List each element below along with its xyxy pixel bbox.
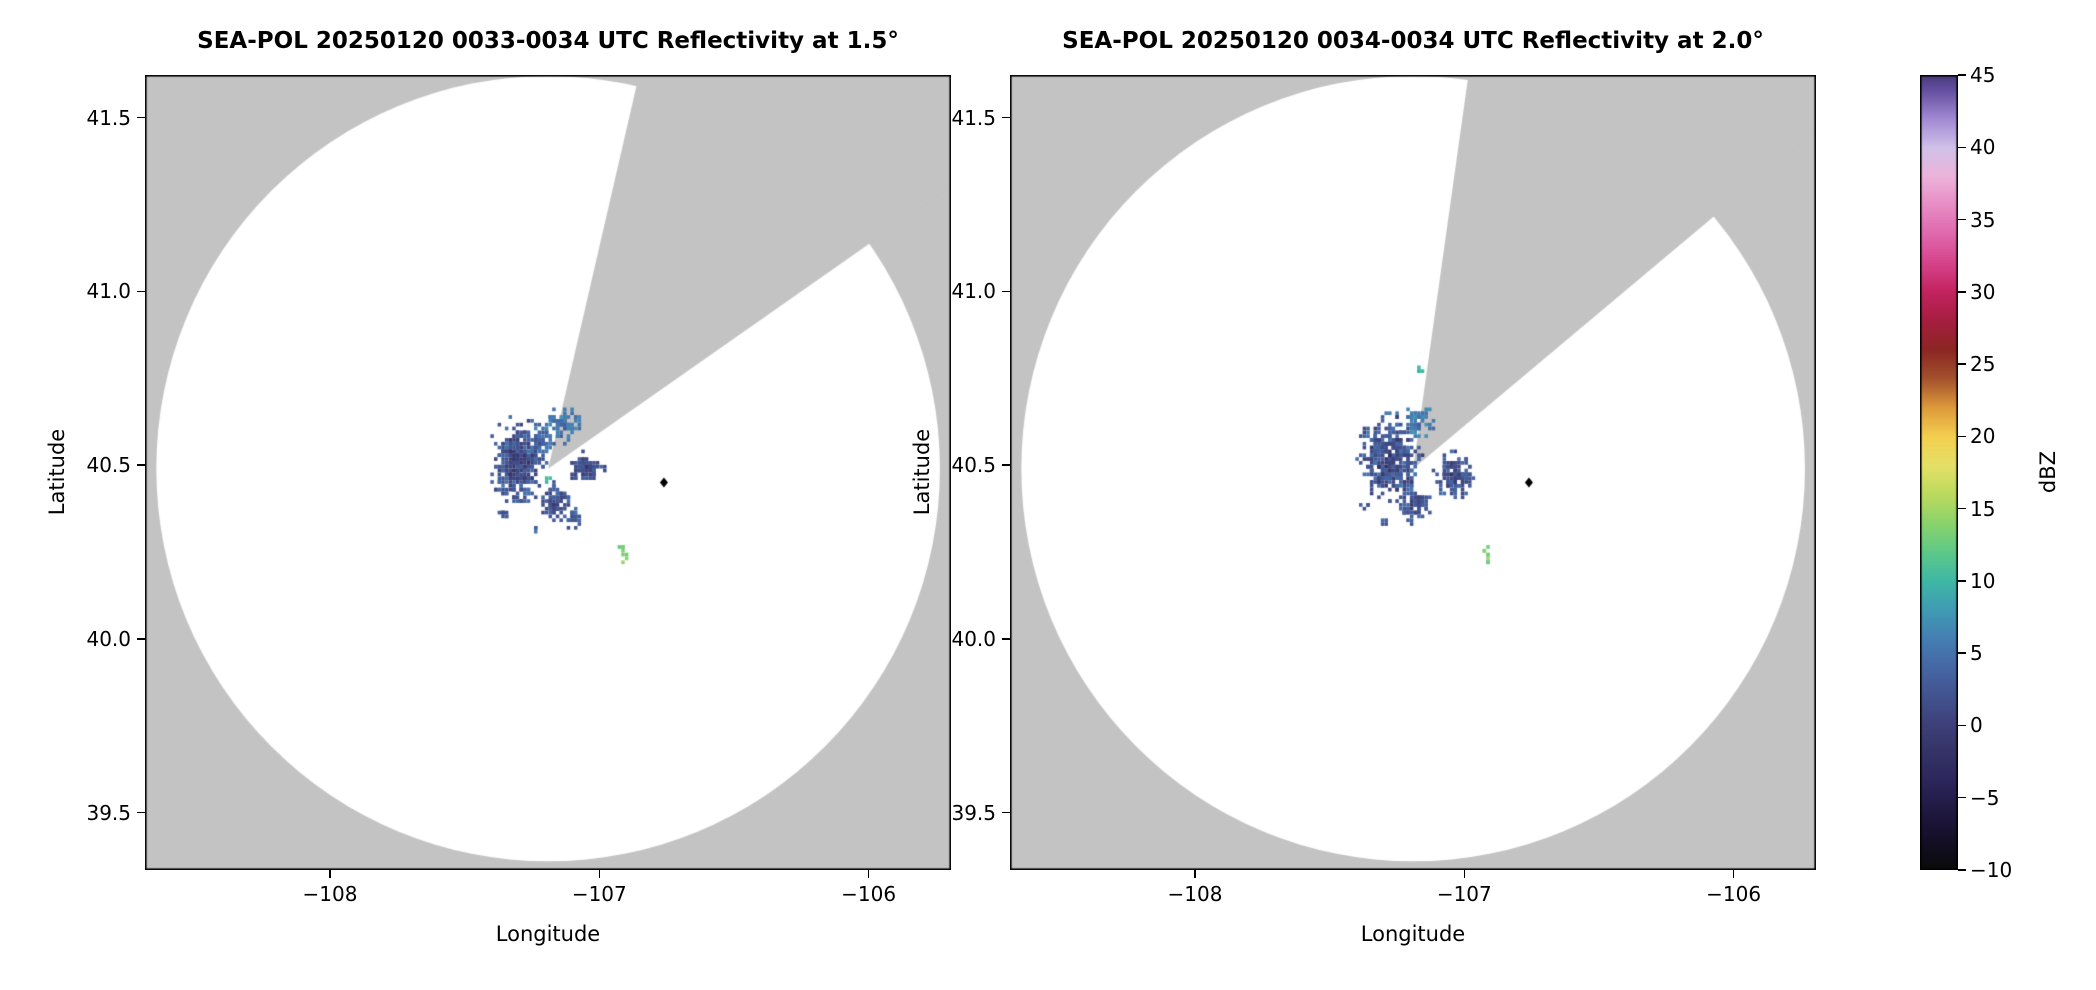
- colorbar-tick: [1958, 507, 1966, 510]
- x-tick-label: −106: [1706, 882, 1762, 906]
- x-tick-label: −108: [302, 882, 358, 906]
- y-tick-label: 41.5: [951, 105, 996, 130]
- x-tick-label: −107: [1436, 882, 1492, 906]
- y-tick-label: 40.0: [951, 626, 996, 651]
- colorbar-tick-label: 30: [1970, 279, 1996, 304]
- radar-ppi-canvas-left: [145, 75, 951, 870]
- y-tick: [137, 116, 145, 119]
- colorbar-tick-label: 20: [1970, 424, 1996, 449]
- colorbar-tick-label: 40: [1970, 135, 1996, 160]
- y-tick-label: 40.0: [86, 626, 131, 651]
- x-tick: [598, 870, 601, 878]
- colorbar-tick: [1958, 580, 1966, 582]
- x-tick: [329, 870, 331, 878]
- colorbar-tick: [1958, 74, 1966, 76]
- y-tick-label: 39.5: [951, 800, 996, 825]
- y-tick-label: 40.5: [86, 453, 131, 478]
- colorbar-tick-label: −5: [1970, 785, 2000, 810]
- colorbar-tick: [1958, 724, 1966, 727]
- x-tick-label: −107: [571, 882, 627, 906]
- y-tick: [1002, 811, 1010, 814]
- colorbar-tick: [1958, 363, 1966, 365]
- y-tick-label: 39.5: [86, 800, 131, 825]
- colorbar-tick-label: 45: [1970, 63, 1996, 87]
- colorbar-tick-label: 0: [1970, 713, 1983, 738]
- y-tick: [137, 811, 145, 814]
- y-axis-label-right: Latitude: [910, 428, 934, 516]
- y-tick: [137, 290, 145, 293]
- colorbar-tick-label: 35: [1970, 207, 1996, 232]
- y-tick-label: 41.0: [86, 279, 131, 304]
- y-tick-label: 41.0: [951, 279, 996, 304]
- y-tick: [137, 638, 145, 640]
- panel-title-left: SEA-POL 20250120 0033-0034 UTC Reflectiv…: [197, 28, 899, 54]
- colorbar-tick-label: 10: [1970, 568, 1996, 593]
- x-tick: [1463, 870, 1466, 878]
- colorbar-tick-label: 25: [1970, 352, 1996, 377]
- y-axis-label-left: Latitude: [45, 428, 69, 516]
- colorbar-tick: [1958, 291, 1966, 293]
- colorbar-tick: [1958, 435, 1966, 438]
- y-tick: [1002, 464, 1010, 466]
- colorbar-tick-label: 15: [1970, 496, 1996, 521]
- x-tick: [1194, 870, 1196, 878]
- x-tick: [867, 870, 870, 878]
- y-tick: [1002, 638, 1010, 640]
- colorbar-tick: [1958, 218, 1966, 221]
- colorbar-tick: [1958, 869, 1966, 871]
- x-tick: [1732, 870, 1735, 878]
- colorbar-tick: [1958, 146, 1966, 149]
- x-axis-label-right: Longitude: [1360, 922, 1466, 946]
- colorbar-tick: [1958, 652, 1966, 654]
- colorbar-tick-label: 5: [1970, 641, 1983, 666]
- x-axis-label-left: Longitude: [495, 922, 601, 946]
- radar-ppi-canvas-right: [1010, 75, 1816, 870]
- panel-title-right: SEA-POL 20250120 0034-0034 UTC Reflectiv…: [1062, 28, 1764, 54]
- colorbar-tick: [1958, 796, 1966, 799]
- x-tick-label: −106: [841, 882, 897, 906]
- colorbar-canvas: [1920, 75, 1958, 870]
- y-tick: [1002, 116, 1010, 119]
- y-tick: [137, 464, 145, 466]
- x-tick-label: −108: [1167, 882, 1223, 906]
- y-tick-label: 40.5: [951, 453, 996, 478]
- colorbar-tick-label: −10: [1970, 858, 2013, 882]
- y-tick: [1002, 290, 1010, 293]
- colorbar-label: dBZ: [2036, 450, 2060, 494]
- y-tick-label: 41.5: [86, 105, 131, 130]
